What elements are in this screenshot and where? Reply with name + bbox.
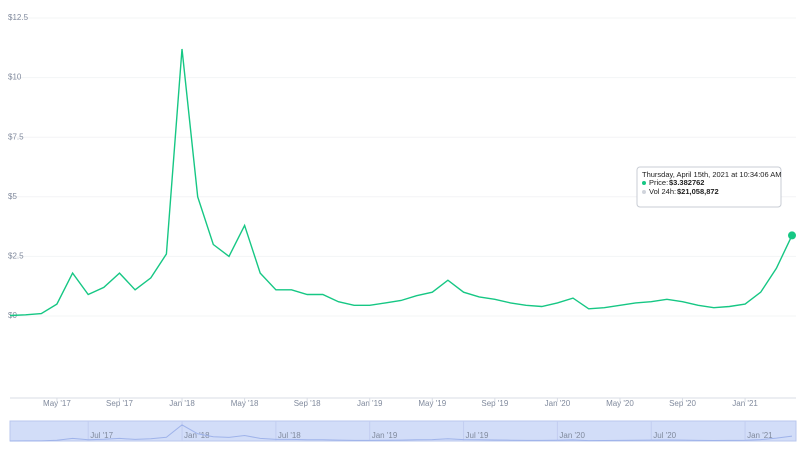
x-tick-label: May '17 (43, 399, 71, 408)
navigator-tick-label: Jan '19 (372, 431, 398, 440)
x-tick-label: Jan '19 (357, 399, 383, 408)
navigator-tick-label: Jan '18 (184, 431, 210, 440)
price-line (9, 48, 793, 317)
tooltip-bullet (642, 181, 646, 185)
x-tick-label: May '18 (231, 399, 259, 408)
x-tick-label: Sep '18 (294, 399, 321, 408)
tooltip-price-label: Price: (649, 178, 668, 187)
tooltip-volume-label: Vol 24h: (649, 187, 676, 196)
navigator-tick-label: Jul '19 (466, 431, 489, 440)
tooltip: Thursday, April 15th, 2021 at 10:34:06 A… (636, 166, 782, 208)
navigator-line (9, 424, 793, 442)
y-tick-label: $5 (8, 192, 17, 201)
navigator-tick-label: Jan '21 (747, 431, 773, 440)
tooltip-bullet (642, 190, 646, 194)
tooltip-title: Thursday, April 15th, 2021 at 10:34:06 A… (642, 170, 782, 179)
x-tick-label: May '19 (418, 399, 446, 408)
tooltip-price: $3.382762 (669, 178, 704, 187)
y-tick-label: $2.5 (8, 252, 24, 261)
x-tick-label: Jan '20 (545, 399, 571, 408)
x-tick-label: Jan '18 (169, 399, 195, 408)
tooltip-box (636, 166, 782, 208)
navigator-tick-label: Jan '20 (559, 431, 585, 440)
hover-marker (788, 231, 796, 240)
x-tick-label: Sep '17 (106, 399, 133, 408)
x-tick-label: Jan '21 (732, 399, 758, 408)
navigator-tick-label: Jul '20 (653, 431, 676, 440)
x-tick-label: May '20 (606, 399, 634, 408)
y-tick-label: $12.5 (8, 13, 29, 22)
x-tick-label: Sep '19 (481, 399, 508, 408)
y-tick-label: $7.5 (8, 132, 24, 141)
navigator[interactable] (9, 420, 797, 442)
navigator-tick-label: Jul '17 (90, 431, 113, 440)
navigator-tick-label: Jul '18 (278, 431, 301, 440)
tooltip-volume: $21,058,872 (677, 187, 719, 196)
y-tick-label: $10 (8, 73, 22, 82)
x-tick-label: Sep '20 (669, 399, 696, 408)
